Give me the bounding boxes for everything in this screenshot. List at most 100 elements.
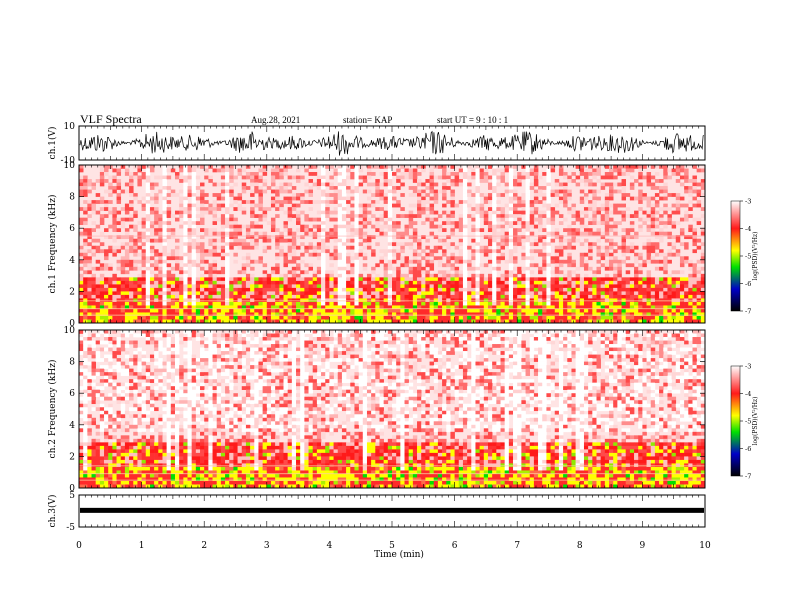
spectrogram-cell <box>158 256 163 261</box>
spectrogram-cell <box>684 301 689 306</box>
spectrogram-cell <box>183 200 188 204</box>
spectrogram-cell <box>504 298 510 303</box>
spectrogram-cell <box>596 287 601 292</box>
spectrogram-cell <box>550 238 556 243</box>
spectrogram-cell <box>663 287 668 292</box>
spectrogram-cell <box>183 175 188 180</box>
spectrogram-cell <box>379 207 384 211</box>
spectrogram-cell <box>462 207 468 211</box>
spectrogram-cell <box>392 287 397 292</box>
spectrogram-cell <box>496 256 501 261</box>
spectrogram-cell <box>396 266 401 271</box>
spectrogram-cell <box>195 196 201 201</box>
spectrogram-cell <box>241 224 247 229</box>
spectrogram-cell <box>487 277 493 282</box>
spectrogram-cell <box>400 287 405 292</box>
spectrogram-cell <box>346 284 351 289</box>
spectrogram-cell <box>170 235 176 240</box>
spectrogram-cell <box>467 266 472 271</box>
spectrogram-cell <box>479 287 485 292</box>
spectrogram-cell <box>325 270 330 275</box>
spectrogram-cell <box>312 172 318 176</box>
spectrogram-cell <box>212 210 218 215</box>
spectrogram-cell <box>104 203 109 208</box>
spectrogram-cell <box>245 284 251 289</box>
spectrogram-cell <box>79 189 84 194</box>
spectrogram-cell <box>538 238 543 243</box>
spectrogram-cell <box>404 214 409 218</box>
spectrogram-cell <box>600 221 606 225</box>
spectrogram-cell <box>308 301 314 306</box>
spectrogram-cell <box>112 238 117 243</box>
spectrogram-cell <box>479 179 485 183</box>
spectrogram-cell <box>262 172 268 176</box>
spectrogram-cell <box>400 280 405 285</box>
spectrogram-cell <box>137 284 142 289</box>
spectrogram-cell <box>312 305 318 310</box>
spectrogram-cell <box>571 238 576 243</box>
spectrogram-cell <box>241 238 247 243</box>
spectrogram-cell <box>629 294 635 299</box>
spectrogram-cell <box>366 182 372 187</box>
spectrogram-cell <box>346 312 351 317</box>
spectrogram-cell <box>308 291 314 296</box>
spectrogram-cell <box>91 207 96 211</box>
spectrogram-cell <box>321 224 326 229</box>
spectrogram-cell <box>166 252 172 257</box>
spectrogram-cell <box>266 319 272 324</box>
spectrogram-cell <box>237 242 243 247</box>
spectrogram-cell <box>366 284 372 289</box>
spectrogram-cell <box>283 224 288 229</box>
spectrogram-cell <box>646 280 652 285</box>
spectrogram-cell <box>621 259 627 264</box>
spectrogram-cell <box>283 291 288 296</box>
spectrogram-cell <box>471 175 476 180</box>
spectrogram-cell <box>379 193 384 197</box>
spectrogram-cell <box>99 179 105 183</box>
spectrogram-cell <box>129 245 134 250</box>
spectrogram-cell <box>571 270 576 275</box>
spectrogram-cell <box>191 259 197 264</box>
spectrogram-cell <box>654 280 660 285</box>
spectrogram-cell <box>475 305 480 310</box>
spectrogram-cell <box>291 252 297 257</box>
spectrogram-cell <box>604 196 610 201</box>
spectrogram-cell <box>133 210 138 215</box>
spectrogram-cell <box>296 312 301 317</box>
spectrogram-cell <box>442 312 447 317</box>
spectrogram-cell <box>304 224 309 229</box>
spectrogram-cell <box>346 175 351 180</box>
spectrogram-cell <box>346 238 351 243</box>
spectrogram-cell <box>592 221 597 225</box>
spectrogram-cell <box>91 228 96 233</box>
spectrogram-cell <box>346 277 351 282</box>
spectrogram-cell <box>220 238 226 243</box>
spectrogram-cell <box>462 312 468 317</box>
spectrogram-cell <box>600 312 606 317</box>
spectrogram-cell <box>700 273 706 278</box>
spectrogram-cell <box>609 277 614 282</box>
spectrogram-cell <box>508 172 514 176</box>
spectrogram-cell <box>471 305 476 310</box>
spectrogram-cell <box>83 179 88 183</box>
spectrogram-cell <box>291 196 297 201</box>
spectrogram-cell <box>149 312 155 317</box>
spectrogram-cell <box>521 196 526 201</box>
spectrogram-cell <box>266 221 272 225</box>
spectrogram-cell <box>149 238 155 243</box>
spectrogram-cell <box>275 242 280 247</box>
spectrogram-cell <box>483 263 489 268</box>
spectrogram-cell <box>675 301 681 306</box>
spectrogram-cell <box>446 235 451 240</box>
spectrogram-cell <box>183 179 188 183</box>
spectrogram-cell <box>275 280 280 285</box>
spectrogram-cell <box>617 221 622 225</box>
spectrogram-cell <box>529 249 535 254</box>
spectrogram-cell <box>129 186 134 190</box>
spectrogram-cell <box>321 245 326 250</box>
spectrogram-cell <box>454 312 460 317</box>
spectrogram-cell <box>663 266 668 271</box>
spectrogram-cell <box>475 273 480 278</box>
spectrogram-cell <box>659 186 664 190</box>
spectrogram-cell <box>300 242 305 247</box>
